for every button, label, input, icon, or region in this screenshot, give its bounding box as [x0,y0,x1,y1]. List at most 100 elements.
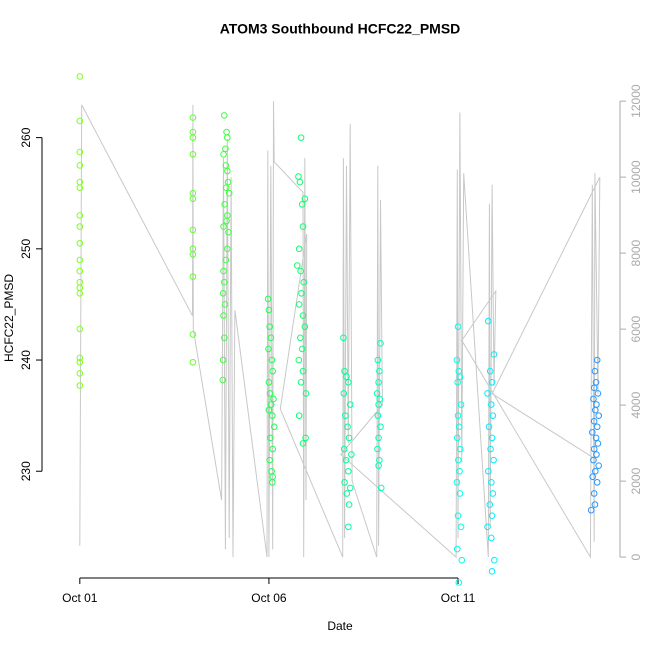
data-point [490,456,497,464]
data-point [488,568,496,575]
x-tick-label: Oct 01 [62,591,98,605]
data-point [376,367,383,375]
data-point [345,523,352,531]
data-point [297,267,304,275]
data-point [486,367,494,375]
data-point [375,401,382,408]
data-point [220,312,227,319]
data-point [219,376,227,384]
data-point [189,358,197,366]
data-point [302,434,309,442]
data-point [221,301,229,308]
data-point [488,534,495,542]
data-point [189,195,197,203]
data-point [295,356,303,364]
data-point [375,462,382,469]
data-point [267,334,275,342]
data-point [76,73,84,80]
data-point [265,406,273,414]
data-point [301,195,309,203]
data-point [189,114,197,121]
y-tick-label: 260 [19,127,33,147]
data-point [593,479,601,486]
data-point [587,506,595,514]
data-point [454,378,461,386]
data-point [488,479,495,486]
data-point [454,512,462,520]
data-point [269,445,277,453]
data-point [457,523,465,531]
y2-tick-label: 0 [629,553,643,560]
data-point [264,295,272,303]
data-point [595,462,603,469]
data-point [590,490,598,497]
data-point [342,456,350,464]
data-point [340,334,347,342]
data-point [591,367,599,375]
data-point [488,434,496,442]
y2-tick-label: 2000 [629,467,643,494]
data-point [269,412,276,419]
data-point [456,445,464,453]
data-point [222,145,229,153]
data-point [590,456,597,464]
data-point [222,184,230,191]
y-tick-label: 230 [19,461,33,481]
data-point [377,484,385,492]
data-point [341,367,348,375]
data-point [456,373,464,381]
data-point [454,323,462,330]
data-point [346,401,354,408]
data-point [299,367,307,375]
data-point [270,395,277,403]
data-point [295,173,302,180]
data-point [485,423,493,431]
data-point [457,401,465,408]
data-point [298,201,306,208]
data-point [225,189,233,197]
data-point [76,290,84,297]
data-point [299,440,307,447]
data-point [299,223,307,230]
data-point [342,412,349,419]
x-tick-label: Oct 11 [441,591,476,605]
data-point [345,501,353,508]
data-point [297,334,304,342]
y2-tick-label: 8000 [629,239,643,266]
data-point [76,278,84,286]
data-point [76,148,84,156]
data-point [76,358,84,366]
data-point [266,323,273,330]
data-point [590,417,598,425]
data-point [220,223,227,230]
data-point [76,256,84,264]
data-point [484,523,491,531]
data-point [269,367,277,375]
data-point [454,412,462,419]
data-point [593,423,601,431]
data-point [455,423,463,431]
data-point [221,201,228,208]
data-point [220,112,228,119]
data-point [76,370,84,377]
data-point [487,445,494,453]
data-point [224,178,232,186]
data-point [373,390,381,397]
data-point [348,451,355,458]
x-tick-label: Oct 06 [251,591,287,605]
data-point [295,412,303,419]
data-point [76,267,84,275]
data-point [189,251,197,258]
data-point [76,162,84,169]
data-point [219,290,227,297]
y2-tick-label: 12000 [629,84,643,118]
data-point [488,401,495,408]
data-point [456,467,463,475]
y2-tick-label: 10000 [629,160,643,194]
data-point [588,429,596,436]
data-point [189,331,197,338]
data-point [486,501,494,508]
data-point [344,423,351,431]
data-point [76,325,84,333]
